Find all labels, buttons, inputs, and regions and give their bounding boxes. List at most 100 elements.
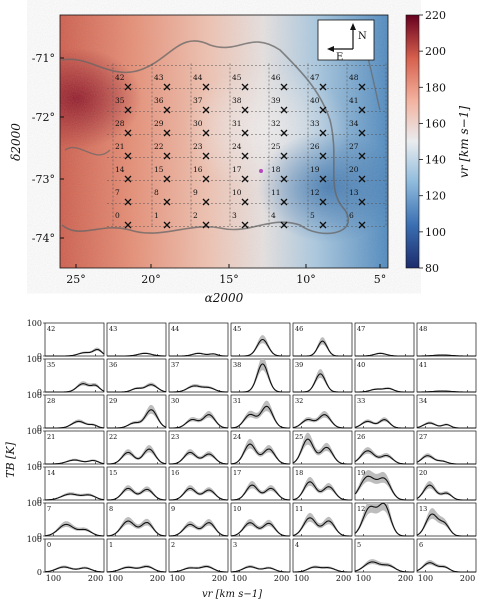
spectrum-panel-number: 28 bbox=[47, 397, 55, 405]
spectra-x-axis-label: vr [km s−1] bbox=[202, 589, 262, 600]
spectrum-range-band bbox=[169, 352, 228, 356]
spectrum-frame bbox=[292, 466, 353, 501]
spectrum-panel: 12 bbox=[354, 502, 415, 537]
region-number: 6 bbox=[349, 211, 354, 220]
spectrum-mean-line bbox=[107, 487, 166, 501]
spectrum-mean-line bbox=[169, 451, 228, 465]
region-number: 9 bbox=[193, 188, 198, 197]
map-x-ticks: 25° 20° 15° 10° 5° bbox=[66, 264, 386, 286]
region-marker bbox=[163, 106, 171, 114]
spectrum-frame bbox=[354, 322, 415, 357]
spectrum-mean-line bbox=[417, 390, 476, 393]
region-number: 32 bbox=[271, 119, 281, 128]
spectrum-y-tick-label: 100 bbox=[27, 535, 42, 544]
spectrum-panel: 10 bbox=[230, 502, 291, 537]
spectrum-x-tick-label: 100 bbox=[46, 574, 61, 583]
spectrum-panel-number: 46 bbox=[295, 325, 303, 333]
spectrum-panel-number: 0 bbox=[47, 541, 51, 549]
spectrum-frame bbox=[106, 502, 167, 537]
region-number: 22 bbox=[154, 142, 164, 151]
region-number: 23 bbox=[193, 142, 203, 151]
spectrum-mean-line bbox=[293, 373, 352, 393]
spectrum-mean-line bbox=[416, 422, 476, 429]
spectrum-mean-line bbox=[169, 565, 228, 573]
spectra-y-axis-label: TB [K] bbox=[4, 441, 17, 477]
spectrum-panel: 31 bbox=[230, 394, 291, 429]
region-number: 45 bbox=[232, 73, 242, 82]
spectrum-range-band bbox=[45, 419, 104, 428]
spectrum-panel-number: 5 bbox=[357, 541, 361, 549]
spectrum-mean-line bbox=[230, 522, 290, 537]
spectrum-panel-number: 20 bbox=[419, 469, 427, 477]
region-number: 5 bbox=[310, 211, 315, 220]
spectrum-mean-line bbox=[416, 455, 476, 465]
region-marker bbox=[358, 106, 366, 114]
region-number: 37 bbox=[193, 96, 203, 105]
spectrum-panel-number: 14 bbox=[47, 469, 55, 477]
region-marker bbox=[124, 106, 132, 114]
x-tick-label: 15° bbox=[219, 273, 239, 286]
spectrum-range-band bbox=[417, 453, 476, 464]
region-number: 41 bbox=[349, 96, 359, 105]
region-marker bbox=[241, 129, 249, 137]
y-tick-label: -72° bbox=[32, 111, 55, 124]
spectrum-panel-number: 12 bbox=[357, 505, 365, 513]
spectrum-y-tick-label: 100 bbox=[27, 499, 42, 508]
spectrum-frame bbox=[168, 322, 229, 357]
region-number: 35 bbox=[115, 96, 125, 105]
spectrum-panel: 6 100 200 bbox=[416, 538, 477, 583]
spectrum-panel-number: 47 bbox=[357, 325, 365, 333]
spectrum-panel-number: 8 bbox=[109, 505, 113, 513]
spectrum-mean-line bbox=[231, 405, 290, 429]
spectrum-panel: 11 bbox=[292, 502, 353, 537]
spectrum-y-tick-label: 100 bbox=[27, 355, 42, 364]
region-number: 11 bbox=[271, 188, 281, 197]
spectrum-panel: 47 bbox=[354, 322, 415, 357]
spectrum-range-band bbox=[169, 449, 228, 464]
spectrum-panel-number: 7 bbox=[47, 505, 51, 513]
spectrum-range-band bbox=[107, 485, 166, 500]
spectrum-frame bbox=[44, 430, 105, 465]
spectrum-panel: 24 bbox=[230, 430, 291, 465]
spectrum-panel-number: 33 bbox=[357, 397, 365, 405]
spectrum-frame bbox=[168, 502, 229, 537]
region-number: 38 bbox=[232, 96, 242, 105]
region-marker bbox=[241, 175, 249, 183]
spectrum-frame bbox=[416, 394, 477, 429]
region-number: 42 bbox=[115, 73, 125, 82]
spectrum-mean-line bbox=[355, 387, 414, 393]
spectrum-panel: 34 bbox=[416, 394, 477, 429]
region-number: 31 bbox=[232, 119, 242, 128]
region-markers bbox=[124, 83, 366, 229]
region-marker bbox=[358, 221, 366, 229]
region-marker bbox=[319, 221, 327, 229]
spectrum-range-band bbox=[231, 519, 290, 536]
x-tick-label: 25° bbox=[66, 273, 86, 286]
region-marker bbox=[124, 198, 132, 206]
spectrum-mean-line bbox=[354, 450, 414, 465]
region-number: 30 bbox=[193, 119, 203, 128]
spectrum-panel-number: 26 bbox=[357, 433, 365, 441]
spectrum-frame bbox=[168, 394, 229, 429]
spectrum-x-tick-label: 200 bbox=[336, 574, 351, 583]
region-marker bbox=[163, 198, 171, 206]
region-marker bbox=[202, 198, 210, 206]
spectrum-x-tick-label: 200 bbox=[398, 574, 413, 583]
region-number: 28 bbox=[115, 119, 125, 128]
spectrum-panel-number: 31 bbox=[233, 397, 241, 405]
spectrum-y-tick-label: 100 bbox=[27, 463, 42, 472]
spectrum-mean-line bbox=[168, 522, 228, 537]
region-number: 20 bbox=[349, 165, 359, 174]
region-grid bbox=[107, 63, 387, 227]
spectrum-panel: 40 bbox=[354, 358, 415, 393]
spectrum-mean-line bbox=[355, 352, 414, 357]
spectrum-panel: 30 bbox=[168, 394, 229, 429]
spectrum-panel: 8 bbox=[106, 502, 167, 537]
spectrum-mean-line bbox=[231, 566, 290, 573]
region-marker bbox=[163, 152, 171, 160]
spectrum-panel-number: 18 bbox=[295, 469, 303, 477]
